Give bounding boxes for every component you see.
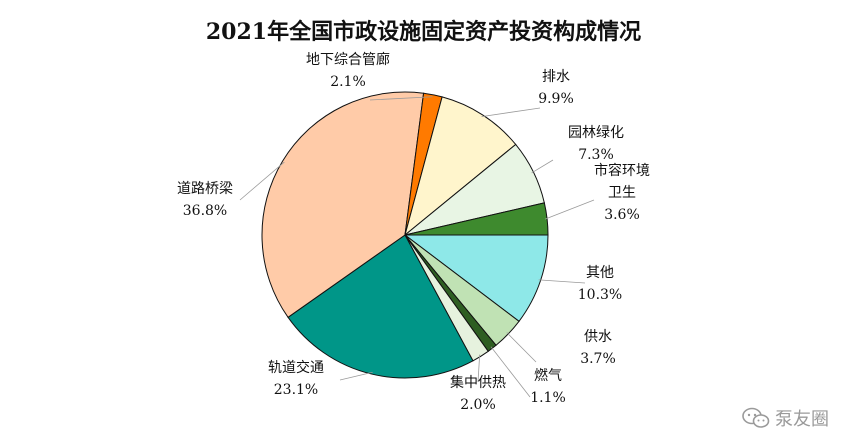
pie-slices	[261, 91, 549, 379]
leader-line-6	[239, 161, 285, 201]
slice-label-10: 市容环境卫生 3.6%	[594, 162, 650, 223]
slice-label-8: 排水 9.9%	[538, 69, 574, 107]
wechat-bubbles-icon	[742, 407, 770, 428]
watermark-text: 泵友圈	[775, 409, 829, 430]
leader-line-1	[538, 279, 586, 284]
pie-slice-6	[261, 91, 425, 318]
watermark: 泵友圈	[741, 405, 829, 431]
slice-label-4: 集中供热 2.0%	[450, 374, 506, 413]
chart-title: 2021年全国市政设施固定资产投资构成情况	[205, 19, 642, 45]
slice-label-5: 轨道交通 23.1%	[268, 359, 324, 398]
pie-slice-8	[404, 96, 517, 237]
slice-label-9: 园林绿化 7.3%	[568, 125, 624, 163]
leader-lines	[239, 96, 595, 398]
leader-line-7	[369, 96, 433, 101]
slice-label-2: 供水 3.7%	[580, 329, 616, 367]
leader-line-4	[477, 354, 481, 383]
slice-label-1: 其他 10.3%	[578, 265, 622, 303]
slice-label-6: 道路桥梁 36.8%	[177, 181, 233, 219]
leader-line-3	[490, 346, 531, 398]
leader-line-8	[481, 107, 541, 117]
leader-line-2	[506, 332, 537, 363]
leader-line-5	[339, 371, 373, 381]
pie-slice-10	[404, 202, 549, 236]
slice-labels: 其他 10.3% 供水 3.7% 燃气 1.1% 集中供热 2.0% 轨道交通 23.1% 道路桥梁…	[177, 51, 650, 413]
slice-label-7: 地下综合管廊 2.1%	[306, 51, 390, 90]
slice-label-3: 燃气 1.1%	[530, 367, 566, 406]
pie-slice-1	[403, 234, 549, 322]
leader-line-10	[544, 199, 595, 220]
leader-line-9	[531, 159, 554, 174]
pie-slice-5	[287, 234, 474, 379]
